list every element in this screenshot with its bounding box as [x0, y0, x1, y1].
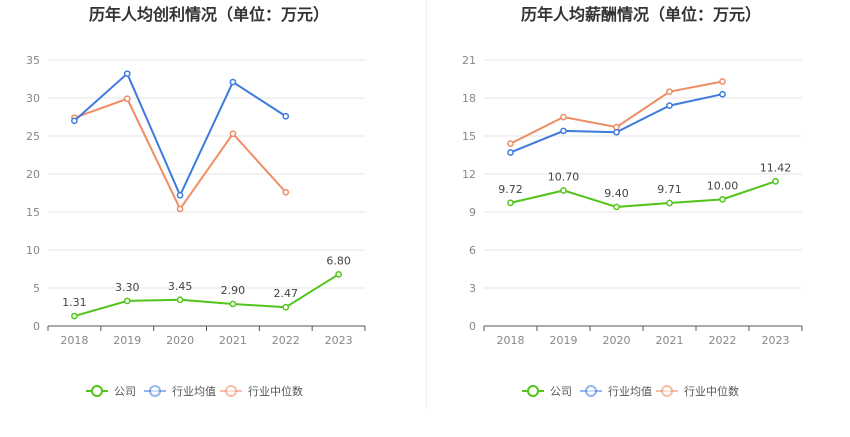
- series-line: [510, 180, 776, 208]
- profit-chart-svg: 历年人均创利情况（单位：万元） 0 5 10 15 20 25 30 35 2018 2019 202…: [26, 5, 366, 398]
- series-line: [510, 93, 723, 154]
- data-point[interactable]: [666, 102, 673, 109]
- data-label: 9.72: [498, 183, 523, 196]
- y-tick-label: 3: [469, 282, 476, 295]
- y-tick-label: 15: [26, 206, 40, 219]
- chart-title: 历年人均薪酬情况（单位：万元）: [521, 5, 761, 24]
- x-tick-label: 2021: [219, 334, 247, 347]
- data-point[interactable]: [560, 113, 567, 121]
- legend-label: 公司: [550, 385, 572, 398]
- data-point[interactable]: [560, 187, 567, 194]
- data-point[interactable]: [507, 140, 514, 147]
- y-tick-label: 12: [462, 168, 476, 181]
- legend-label: 行业均值: [608, 385, 652, 398]
- data-label: 3.45: [168, 280, 193, 293]
- y-tick-label: 15: [462, 130, 476, 143]
- y-tick-label: 0: [469, 320, 476, 333]
- data-point[interactable]: [123, 297, 131, 305]
- data-point[interactable]: [176, 205, 184, 213]
- data-point[interactable]: [719, 78, 726, 85]
- data-label: 2.47: [274, 287, 299, 300]
- data-label: 2.90: [221, 284, 246, 297]
- data-point[interactable]: [229, 78, 237, 86]
- data-point[interactable]: [229, 300, 237, 308]
- data-point[interactable]: [282, 188, 290, 196]
- data-label: 3.30: [115, 281, 140, 294]
- legend-marker-icon: [91, 385, 103, 397]
- data-label: 9.40: [604, 187, 629, 200]
- legend-marker-icon: [585, 385, 597, 397]
- x-tick-label: 2020: [603, 334, 631, 347]
- legend-label: 行业中位数: [684, 384, 739, 398]
- data-point[interactable]: [772, 177, 779, 185]
- x-tick-label: 2018: [60, 334, 88, 347]
- legend-marker-icon: [225, 385, 237, 397]
- data-point[interactable]: [719, 195, 726, 203]
- data-label: 1.31: [62, 296, 87, 309]
- data-point[interactable]: [560, 127, 567, 135]
- x-tick-label: 2022: [709, 334, 737, 347]
- y-tick-label: 9: [469, 206, 476, 219]
- x-tick-label: 2019: [113, 334, 141, 347]
- chart-divider: [426, 0, 427, 410]
- data-point[interactable]: [282, 112, 290, 120]
- y-tick-label: 30: [26, 92, 40, 105]
- data-point[interactable]: [507, 199, 514, 207]
- y-tick-label: 5: [33, 282, 40, 295]
- y-tick-label: 18: [462, 92, 476, 105]
- legend-item[interactable]: 公司: [86, 385, 136, 398]
- x-tick-label: 2021: [656, 334, 684, 347]
- profit-per-capita-chart: 历年人均创利情况（单位：万元） 0 5 10 15 20 25 30 35 2018 2019 202…: [26, 5, 366, 398]
- x-tick-label: 2023: [325, 334, 353, 347]
- data-label: 10.00: [707, 179, 739, 192]
- salary-per-capita-chart: 历年人均薪酬情况（单位：万元） 0 3 6 9 12 15 18 21 2018 2019 2020 2…: [425, 0, 850, 437]
- legend-marker-icon: [149, 385, 161, 397]
- legend-item[interactable]: 行业均值: [144, 385, 216, 398]
- data-point[interactable]: [282, 303, 290, 311]
- y-tick-label: 6: [469, 244, 476, 257]
- data-point[interactable]: [123, 70, 131, 78]
- y-tick-label: 10: [26, 244, 40, 257]
- series-line: [74, 273, 340, 318]
- data-point[interactable]: [335, 270, 342, 278]
- data-point[interactable]: [229, 130, 237, 138]
- x-tick-label: 2018: [497, 334, 525, 347]
- data-label: 10.70: [548, 170, 580, 183]
- y-tick-label: 35: [26, 54, 40, 67]
- data-point[interactable]: [613, 128, 620, 136]
- legend-item[interactable]: 行业中位数: [656, 384, 739, 398]
- legend-item[interactable]: 行业均值: [580, 385, 652, 398]
- data-point[interactable]: [176, 191, 184, 199]
- data-point[interactable]: [666, 199, 673, 207]
- legend-marker-icon: [661, 385, 673, 397]
- data-label: 9.71: [657, 183, 682, 196]
- x-tick-label: 2020: [166, 334, 194, 347]
- y-tick-label: 20: [26, 168, 40, 181]
- data-point[interactable]: [71, 117, 78, 125]
- chart-title: 历年人均创利情况（单位：万元）: [89, 5, 329, 24]
- y-tick-label: 25: [26, 130, 40, 143]
- x-tick-label: 2022: [272, 334, 300, 347]
- series-line: [73, 72, 287, 198]
- data-point[interactable]: [71, 312, 78, 320]
- y-tick-label: 0: [33, 320, 40, 333]
- salary-chart-svg: 历年人均薪酬情况（单位：万元） 0 3 6 9 12 15 18 21 2018 2019 2020 2…: [462, 5, 803, 398]
- data-label: 6.80: [326, 254, 351, 267]
- data-point[interactable]: [123, 95, 131, 103]
- data-label: 11.42: [760, 161, 792, 174]
- data-point[interactable]: [507, 149, 514, 156]
- legend-item[interactable]: 行业中位数: [220, 384, 303, 398]
- legend-label: 行业中位数: [248, 384, 303, 398]
- x-tick-label: 2023: [762, 334, 790, 347]
- data-point[interactable]: [719, 90, 726, 98]
- data-point[interactable]: [666, 88, 673, 96]
- data-point[interactable]: [176, 296, 184, 304]
- legend-marker-icon: [527, 385, 539, 397]
- legend-item[interactable]: 公司: [522, 385, 572, 398]
- data-point[interactable]: [613, 203, 620, 211]
- y-tick-label: 21: [462, 54, 476, 67]
- x-tick-label: 2019: [550, 334, 578, 347]
- legend-label: 公司: [114, 385, 136, 398]
- legend-label: 行业均值: [172, 385, 216, 398]
